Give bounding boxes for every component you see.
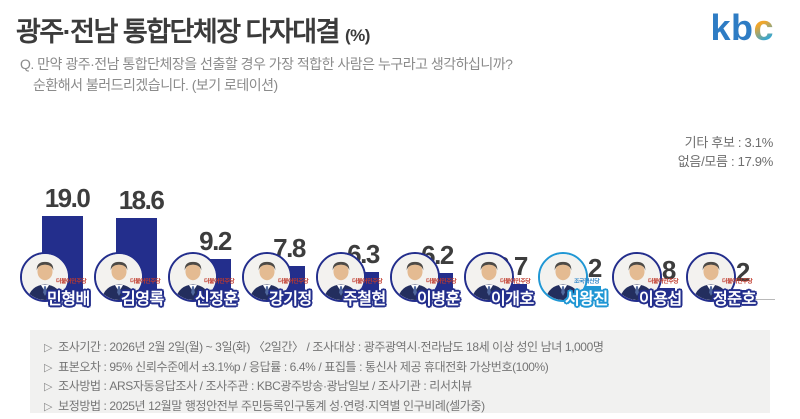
methodology-line: ▷ 표본오차 : 95% 신뢰수준에서 ±3.1%p / 응답률 : 6.4% /…: [44, 358, 756, 378]
logo-letter-k: k: [710, 7, 731, 48]
party-label: 더불어민주당: [648, 278, 679, 285]
others-percentage: 기타 후보 : 3.1%: [684, 135, 774, 150]
candidate-slot: 3.7더불어민주당이개호: [464, 180, 538, 320]
title-text: 광주·전남 통합단체장 다자대결: [16, 17, 340, 47]
party-label: 더불어민주당: [204, 278, 235, 285]
party-label: 더불어민주당: [722, 278, 753, 285]
person-icon: [614, 254, 660, 300]
candidate-name: 김영록: [121, 291, 164, 308]
baseline-axis: [748, 299, 775, 300]
candidate-name: 서왕진: [565, 291, 608, 308]
triangle-bullet-icon: ▷: [44, 361, 53, 374]
candidate-value: 18.6: [118, 184, 165, 215]
candidate-name: 이용섭: [639, 291, 682, 308]
survey-question: Q. 만약 광주·전남 통합단체장을 선출할 경우 가장 적합한 사람은 누구라…: [20, 54, 513, 96]
page-title: 광주·전남 통합단체장 다자대결 (%): [16, 10, 370, 49]
candidate-name: 주철현: [343, 291, 386, 308]
party-label: 더불어민주당: [130, 278, 161, 285]
candidate-name: 신정훈: [195, 291, 238, 308]
candidate-photo: [390, 252, 440, 302]
person-icon: [540, 254, 586, 300]
kbc-logo: kbc: [710, 10, 774, 46]
person-icon: [22, 254, 68, 300]
candidate-name: 강기정: [269, 291, 312, 308]
party-label: 더불어민주당: [56, 278, 87, 285]
none-dontknow-percentage: 없음/모름 : 17.9%: [677, 154, 774, 169]
candidate-slot: 2.2더불어민주당정준호: [686, 180, 760, 320]
party-label: 조국혁신당: [574, 278, 600, 285]
triangle-bullet-icon: ▷: [44, 342, 53, 354]
candidate-photo: [242, 252, 292, 302]
candidate-photo: [538, 252, 588, 302]
bar-chart: 19.0 더불어민주당 민형배 18.6 더불어민주당 김영록 9.2 더불어민주당 신정훈 7.…: [20, 180, 776, 320]
person-icon: [318, 254, 364, 300]
person-icon: [244, 254, 290, 300]
candidate-photo: [316, 252, 366, 302]
candidate-photo: [686, 252, 736, 302]
candidate-photo: [94, 252, 144, 302]
candidate-photo: [612, 252, 662, 302]
logo-letter-b: b: [730, 7, 754, 48]
survey-question-line2: 순환해서 불러드리겠습니다. (보기 로테이션): [33, 77, 278, 93]
candidate-slot: 2.8더불어민주당이용섭: [612, 180, 686, 320]
title-unit: (%): [344, 26, 370, 45]
methodology-text: 조사기간 : 2026년 2월 2일(월) ~ 3일(화) 〈2일간〉 / 조사…: [58, 340, 604, 354]
residual-percentages: 기타 후보 : 3.1% 없음/모름 : 17.9%: [677, 133, 774, 171]
candidate-slot: 3.2조국혁신당서왕진: [538, 180, 612, 320]
candidate-photo: [168, 252, 218, 302]
candidate-slot: 7.8 더불어민주당 강기정: [242, 180, 316, 320]
candidate-photo: [464, 252, 514, 302]
methodology-line: ▷ 조사기간 : 2026년 2월 2일(월) ~ 3일(화) 〈2일간〉 / 조…: [44, 338, 756, 358]
party-label: 더불어민주당: [500, 278, 531, 285]
logo-letter-c: c: [753, 7, 774, 48]
person-icon: [466, 254, 512, 300]
methodology-box: ▷ 조사기간 : 2026년 2월 2일(월) ~ 3일(화) 〈2일간〉 / 조…: [30, 330, 770, 413]
candidate-value: 19.0: [44, 183, 91, 214]
candidate-slot: 6.2 더불어민주당 이병훈: [390, 180, 464, 320]
methodology-text: 표본오차 : 95% 신뢰수준에서 ±3.1%p / 응답률 : 6.4% / …: [58, 359, 549, 374]
person-icon: [392, 254, 438, 300]
person-icon: [170, 254, 216, 300]
person-icon: [96, 254, 142, 300]
triangle-bullet-icon: ▷: [44, 400, 53, 413]
candidate-name: 이개호: [491, 291, 534, 308]
methodology-line: ▷ 조사방법 : ARS자동응답조사 / 조사주관 : KBC광주방송·광남일보 …: [44, 377, 756, 397]
survey-question-line1: Q. 만약 광주·전남 통합단체장을 선출할 경우 가장 적합한 사람은 누구라…: [20, 56, 513, 72]
party-label: 더불어민주당: [352, 278, 383, 285]
candidate-value: 9.2: [199, 226, 232, 257]
candidate-name: 이병훈: [417, 291, 460, 308]
party-label: 더불어민주당: [426, 278, 457, 285]
candidate-photo: [20, 252, 70, 302]
person-icon: [688, 254, 734, 300]
party-label: 더불어민주당: [278, 278, 309, 285]
methodology-line: ▷ 보정방법 : 2025년 12월말 행정안전부 주민등록인구통계 성·연령·지…: [44, 397, 756, 417]
candidate-name: 정준호: [713, 291, 756, 308]
methodology-text: 보정방법 : 2025년 12월말 행정안전부 주민등록인구통계 성·연령·지역…: [58, 398, 485, 413]
methodology-text: 조사방법 : ARS자동응답조사 / 조사주관 : KBC광주방송·광남일보 /…: [58, 379, 472, 393]
triangle-bullet-icon: ▷: [44, 381, 53, 393]
candidate-bar: [708, 290, 749, 300]
candidate-slot: 6.3 더불어민주당 주철현: [316, 180, 390, 320]
candidate-name: 민형배: [47, 291, 90, 308]
